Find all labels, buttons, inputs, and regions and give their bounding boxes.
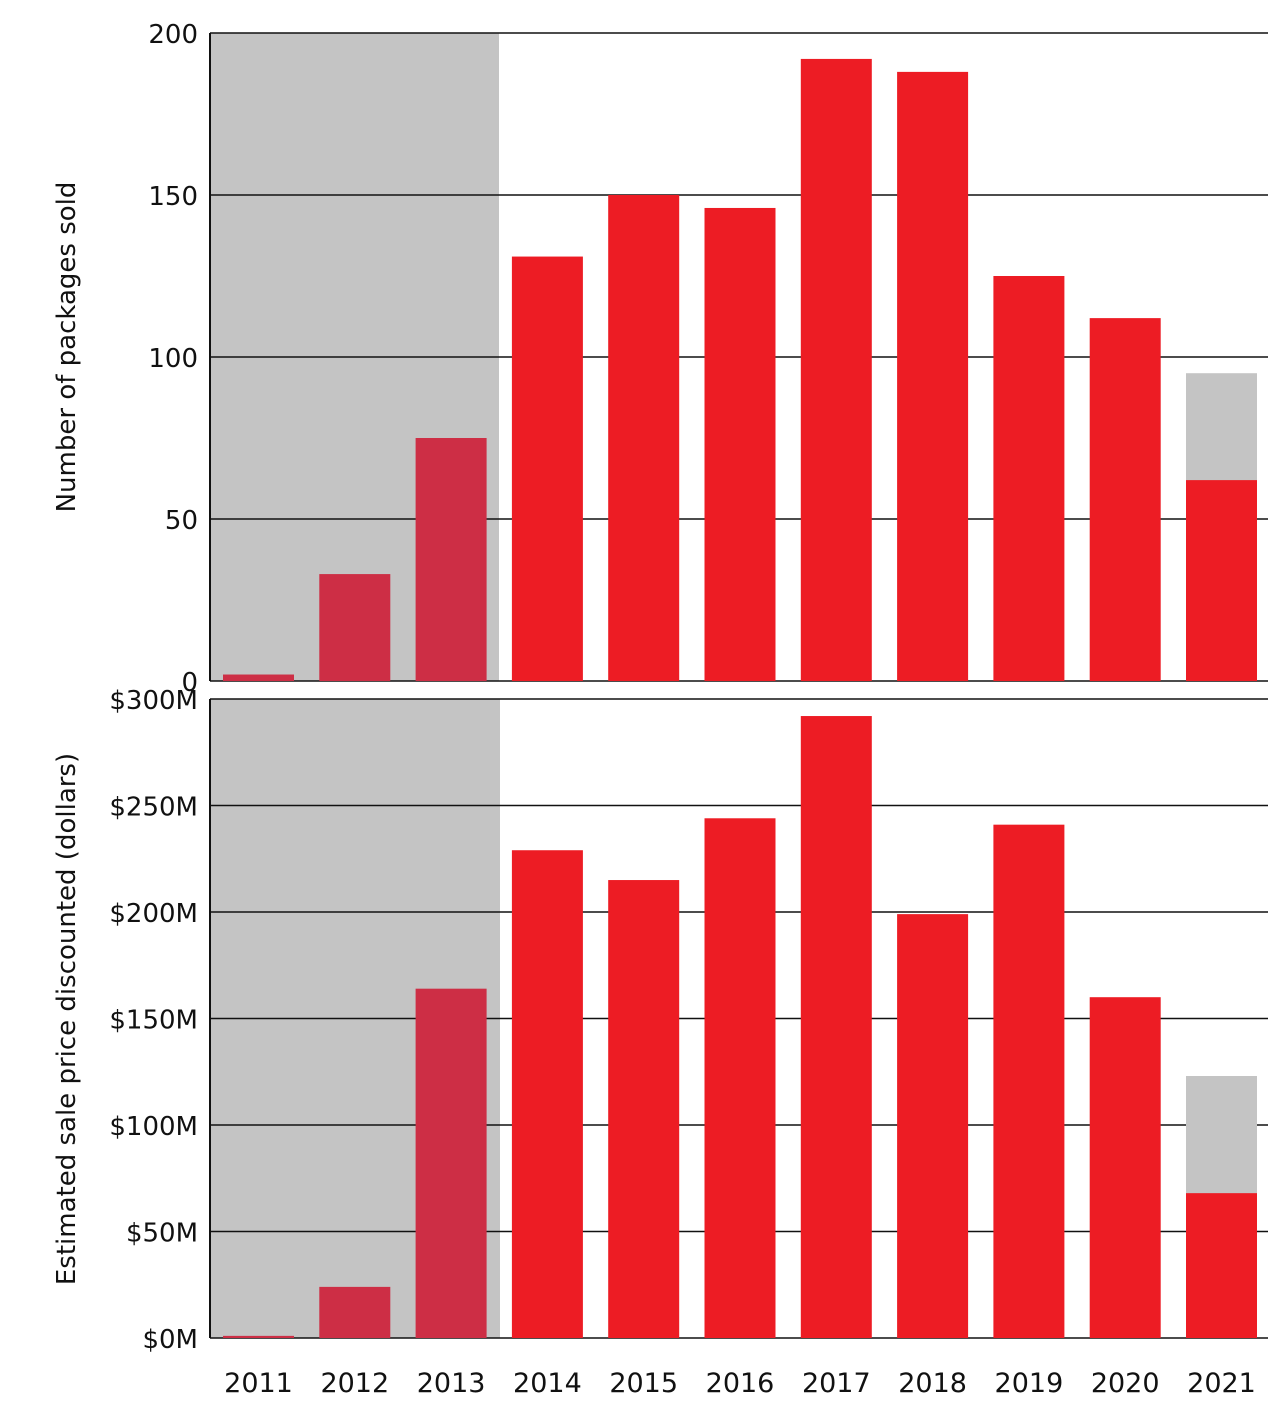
sale-price-panel: Estimated sale price discounted (dollars… [52, 686, 1268, 1355]
sale-price-y-tick-label: $0M [142, 1325, 198, 1355]
sale-price-y-tick-label: $250M [109, 793, 198, 823]
x-axis-tick-labels: 2011 2012 2013 2014 2015 2016 2017 2018 2019 2020… [224, 1368, 1256, 1399]
packages-sold-bar [704, 207, 776, 681]
packages-sold-y-tick-label: 50 [165, 506, 198, 536]
packages-sold-bar [1089, 318, 1161, 681]
sale-price-y-tick-label: $300M [109, 686, 198, 716]
sale-price-y-axis-title: Estimated sale price discounted (dollars… [52, 753, 82, 1285]
x-tick-label: 2019 [995, 1368, 1064, 1399]
packages-sold-bar [319, 574, 391, 681]
sale-price-bar [897, 914, 969, 1338]
x-tick-label: 2011 [224, 1368, 293, 1399]
sale-price-bar [223, 1335, 294, 1338]
x-tick-label: 2020 [1091, 1368, 1160, 1399]
packages-sold-bar [800, 58, 872, 682]
packages-sold-y-tick-label: 100 [148, 344, 198, 374]
sale-price-y-tick-label: $50M [126, 1219, 198, 1249]
packages-sold-y-axis-title: Number of packages sold [52, 182, 82, 513]
x-tick-label: 2017 [802, 1368, 871, 1399]
sale-price-bar [1186, 1193, 1257, 1338]
packages-sold-bar [608, 195, 680, 681]
x-tick-label: 2021 [1187, 1368, 1256, 1399]
sale-price-bar [415, 988, 487, 1338]
packages-sold-y-tick-label: 150 [148, 182, 198, 212]
sale-price-y-tick-label: $200M [109, 899, 198, 929]
sale-price-bar [319, 1286, 391, 1338]
packages-sold-bar [1186, 480, 1257, 681]
packages-sold-bar [511, 256, 583, 681]
sale-price-bar [993, 824, 1065, 1338]
packages-sold-y-tick-label: 200 [148, 20, 198, 50]
sale-price-bar [1089, 997, 1161, 1338]
x-tick-label: 2013 [417, 1368, 486, 1399]
x-tick-label: 2018 [898, 1368, 967, 1399]
packages-sold-bar [223, 674, 294, 681]
sale-price-bar [704, 818, 776, 1338]
packages-sold-bar [897, 71, 969, 681]
x-tick-label: 2016 [706, 1368, 775, 1399]
sale-price-bar [608, 880, 680, 1338]
sale-price-y-tick-label: $100M [109, 1112, 198, 1142]
x-tick-label: 2015 [609, 1368, 678, 1399]
packages-sold-bar [415, 438, 487, 681]
x-tick-label: 2014 [513, 1368, 582, 1399]
x-tick-label: 2012 [320, 1368, 389, 1399]
packages-sold-bar [993, 276, 1065, 681]
sale-price-y-tick-label: $150M [109, 1006, 198, 1036]
packages-sold-panel: Number of packages sold 0 50 100 150 200 [52, 20, 1268, 698]
packages-sold-y-tick-label: 0 [181, 668, 198, 698]
sale-price-bar [511, 850, 583, 1338]
sale-price-bar [800, 716, 872, 1338]
